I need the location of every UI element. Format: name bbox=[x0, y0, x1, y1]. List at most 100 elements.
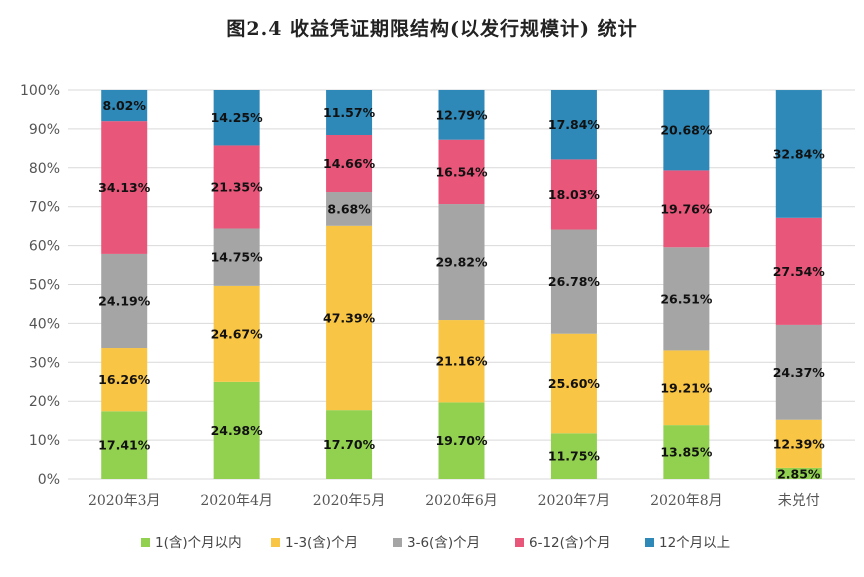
data-label: 24.19% bbox=[98, 293, 151, 308]
data-label: 19.70% bbox=[435, 433, 488, 448]
bar-segment bbox=[775, 90, 822, 218]
bar-segment bbox=[550, 159, 597, 230]
y-tick-label: 30% bbox=[29, 355, 60, 371]
bar-segment bbox=[438, 89, 485, 140]
bar-segment bbox=[213, 285, 260, 382]
legend-swatch bbox=[141, 538, 150, 547]
data-label: 21.16% bbox=[435, 354, 488, 369]
y-tick-label: 60% bbox=[29, 239, 60, 255]
legend-swatch bbox=[645, 538, 654, 547]
data-label: 29.82% bbox=[435, 255, 488, 270]
y-tick-label: 20% bbox=[29, 394, 60, 410]
bar-segment bbox=[213, 90, 260, 146]
bar-segment bbox=[326, 225, 373, 411]
data-label: 34.13% bbox=[98, 180, 151, 195]
bar-segment bbox=[550, 90, 597, 160]
data-label: 17.70% bbox=[323, 437, 376, 452]
bar-segment bbox=[550, 229, 597, 334]
data-label: 13.85% bbox=[660, 445, 713, 460]
y-tick-label: 10% bbox=[29, 433, 60, 449]
bar-segment bbox=[326, 410, 373, 479]
data-label: 21.35% bbox=[211, 179, 264, 194]
legend-swatch bbox=[515, 538, 524, 547]
legend-label: 12个月以上 bbox=[659, 535, 730, 551]
legend-label: 1(含)个月以内 bbox=[155, 535, 242, 551]
y-tick-label: 80% bbox=[29, 161, 60, 177]
data-label: 16.26% bbox=[98, 372, 151, 387]
data-label: 24.98% bbox=[211, 423, 264, 438]
data-label: 47.39% bbox=[323, 310, 376, 325]
data-label: 8.68% bbox=[327, 201, 371, 216]
data-label: 2.85% bbox=[777, 467, 821, 482]
bar-segment bbox=[663, 170, 710, 248]
bar-segment bbox=[213, 145, 260, 229]
x-tick-label: 2020年5月 bbox=[313, 493, 386, 509]
bar-segment bbox=[213, 228, 260, 286]
data-label: 11.57% bbox=[323, 105, 376, 120]
data-label: 19.21% bbox=[660, 380, 713, 395]
bar-segment bbox=[438, 402, 485, 479]
bar-segment bbox=[101, 411, 148, 479]
y-tick-label: 0% bbox=[38, 472, 60, 488]
bar-segment bbox=[438, 204, 485, 321]
data-label: 27.54% bbox=[773, 264, 826, 279]
bar-segment bbox=[213, 381, 260, 479]
bar-segment bbox=[101, 89, 148, 122]
bar-segment bbox=[326, 90, 373, 136]
data-label: 19.76% bbox=[660, 201, 713, 216]
legend-swatch bbox=[271, 538, 280, 547]
bar-segment bbox=[775, 467, 822, 479]
data-label: 20.68% bbox=[660, 123, 713, 138]
y-tick-label: 50% bbox=[29, 278, 60, 294]
bar-segment bbox=[775, 217, 822, 325]
bar-segment bbox=[326, 192, 373, 226]
x-tick-label: 2020年7月 bbox=[538, 493, 611, 509]
data-label: 14.25% bbox=[211, 110, 264, 125]
x-tick-label: 2020年3月 bbox=[88, 493, 161, 509]
legend-label: 3-6(含)个月 bbox=[407, 535, 480, 551]
bar-segment bbox=[663, 89, 710, 171]
x-tick-label: 2020年6月 bbox=[425, 493, 498, 509]
bar-segment bbox=[550, 433, 597, 479]
data-label: 26.78% bbox=[548, 274, 601, 289]
bar-segment bbox=[101, 253, 148, 349]
bar-segment bbox=[101, 348, 148, 412]
bar-segment bbox=[775, 324, 822, 420]
x-tick-label: 2020年8月 bbox=[650, 493, 723, 509]
bar-segment bbox=[550, 333, 597, 434]
data-label: 24.67% bbox=[211, 326, 264, 341]
data-label: 17.41% bbox=[98, 438, 151, 453]
data-label: 17.84% bbox=[548, 117, 601, 132]
bar-segment bbox=[326, 135, 373, 193]
y-tick-label: 100% bbox=[20, 83, 60, 99]
data-label: 26.51% bbox=[660, 291, 713, 306]
data-label: 18.03% bbox=[548, 187, 601, 202]
bar-segment bbox=[663, 425, 710, 479]
bar-segment bbox=[775, 419, 822, 468]
data-label: 24.37% bbox=[773, 365, 826, 380]
data-label: 16.54% bbox=[435, 164, 488, 179]
y-tick-label: 70% bbox=[29, 200, 60, 216]
data-label: 14.66% bbox=[323, 156, 376, 171]
bar-segment bbox=[438, 320, 485, 403]
x-tick-label: 2020年4月 bbox=[200, 493, 273, 509]
bar-segment bbox=[663, 350, 710, 426]
x-tick-label: 未兑付 bbox=[778, 493, 820, 509]
legend-label: 6-12(含)个月 bbox=[529, 535, 611, 551]
data-label: 14.75% bbox=[211, 250, 264, 265]
chart-title: 图2.4 收益凭证期限结构(以发行规模计) 统计 bbox=[226, 18, 638, 40]
legend-swatch bbox=[393, 538, 402, 547]
bar-segment bbox=[101, 121, 148, 254]
data-label: 25.60% bbox=[548, 376, 601, 391]
y-tick-label: 90% bbox=[29, 122, 60, 138]
bar-segment bbox=[438, 139, 485, 205]
bar-segment bbox=[663, 247, 710, 351]
y-tick-label: 40% bbox=[29, 316, 60, 332]
data-label: 32.84% bbox=[773, 146, 826, 161]
data-label: 12.39% bbox=[773, 436, 826, 451]
data-label: 8.02% bbox=[103, 98, 147, 113]
data-label: 11.75% bbox=[548, 449, 601, 464]
data-label: 12.79% bbox=[435, 107, 488, 122]
legend-label: 1-3(含)个月 bbox=[285, 535, 358, 551]
